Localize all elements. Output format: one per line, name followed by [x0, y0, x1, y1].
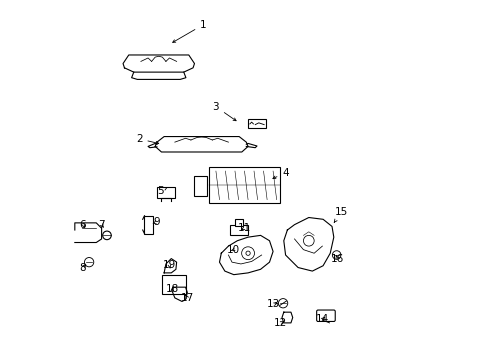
FancyBboxPatch shape — [144, 216, 153, 234]
Text: 14: 14 — [315, 314, 328, 324]
FancyBboxPatch shape — [316, 310, 335, 321]
Text: 12: 12 — [274, 318, 287, 328]
Text: 8: 8 — [80, 262, 86, 273]
FancyBboxPatch shape — [194, 176, 207, 196]
FancyBboxPatch shape — [162, 275, 185, 294]
FancyBboxPatch shape — [157, 187, 175, 198]
Text: 9: 9 — [153, 217, 160, 227]
Text: 19: 19 — [163, 260, 176, 270]
Text: 11: 11 — [237, 223, 251, 233]
Text: 10: 10 — [227, 245, 240, 255]
Text: 13: 13 — [266, 299, 280, 309]
Text: 4: 4 — [272, 168, 288, 179]
Text: 3: 3 — [212, 102, 236, 121]
Text: 1: 1 — [172, 19, 206, 42]
Text: 18: 18 — [165, 284, 179, 294]
Text: 15: 15 — [333, 207, 347, 222]
Text: 6: 6 — [80, 220, 86, 230]
Text: 16: 16 — [330, 253, 343, 264]
Text: 7: 7 — [98, 220, 105, 230]
FancyBboxPatch shape — [208, 167, 280, 203]
FancyBboxPatch shape — [247, 119, 265, 128]
Text: 5: 5 — [157, 186, 166, 196]
FancyBboxPatch shape — [230, 225, 247, 235]
Text: 2: 2 — [136, 134, 159, 144]
FancyBboxPatch shape — [234, 219, 243, 226]
Text: 17: 17 — [181, 293, 194, 303]
